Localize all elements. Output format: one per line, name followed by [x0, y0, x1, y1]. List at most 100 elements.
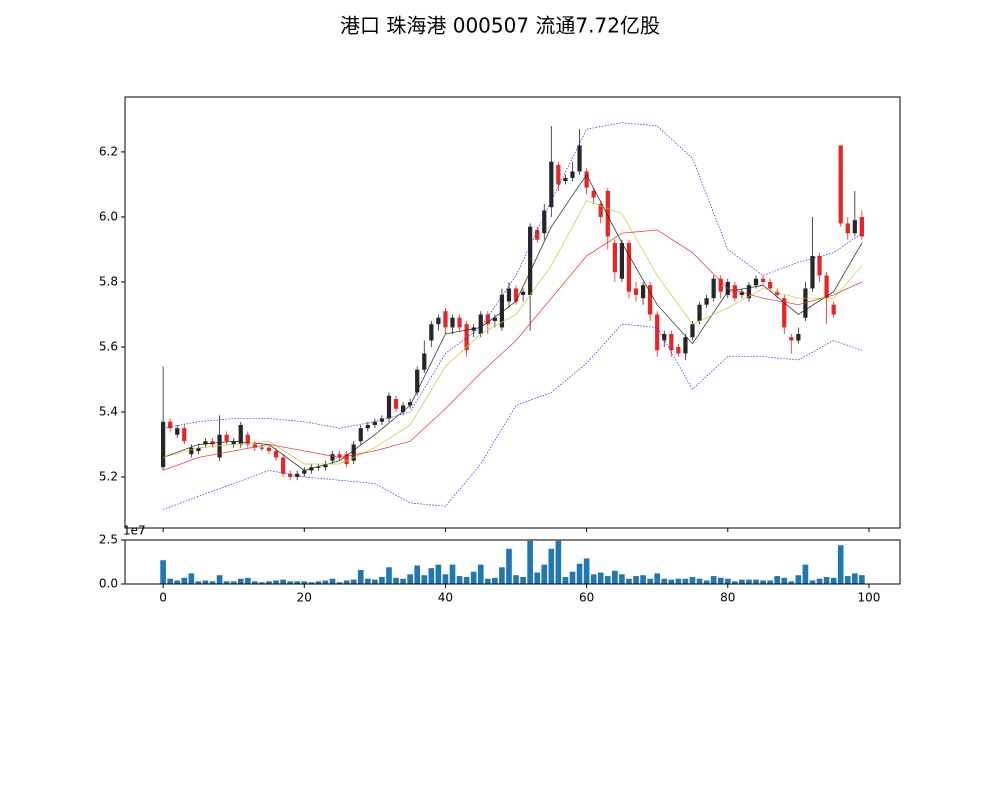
volume-bar	[640, 575, 646, 584]
volume-bar	[506, 548, 512, 584]
volume-bar	[612, 570, 618, 584]
candle-body	[408, 402, 413, 406]
candle-body	[520, 291, 526, 295]
volume-bar	[287, 581, 293, 584]
volume-bar	[619, 574, 625, 584]
candle-body	[513, 288, 519, 302]
candle-body	[330, 454, 335, 461]
y-tick-label: 5.4	[99, 404, 118, 418]
y-tick-label: 5.8	[99, 274, 118, 288]
candle-body	[662, 333, 667, 341]
volume-bar	[315, 581, 322, 584]
volume-bar	[188, 573, 195, 584]
indicator-line	[162, 229, 863, 471]
volume-bar	[837, 545, 844, 584]
volume-bar	[753, 579, 759, 584]
candle-body	[542, 210, 547, 234]
candle-body	[443, 311, 448, 328]
candle-body	[506, 288, 512, 302]
y-tick-label: 5.2	[99, 469, 118, 483]
volume-bar	[555, 540, 562, 584]
candle-body	[231, 441, 236, 445]
candle-body	[739, 291, 745, 295]
volume-bar	[527, 540, 533, 584]
candle-body	[337, 454, 342, 458]
candle-body	[796, 333, 801, 341]
volume-bar	[167, 578, 173, 584]
candle-body	[492, 317, 497, 321]
volume-bar	[739, 579, 745, 584]
volume-bar	[322, 580, 329, 584]
volume-bar	[174, 580, 181, 584]
volume-bar	[435, 564, 442, 584]
volume-bar	[273, 580, 279, 584]
volume-bar	[428, 568, 435, 584]
candle-body	[365, 424, 370, 429]
volume-bar	[463, 576, 470, 584]
volume-bar	[477, 564, 484, 584]
volume-bar	[407, 574, 413, 584]
volume-bar	[583, 558, 590, 584]
candle-body	[400, 405, 406, 412]
volume-bar	[859, 575, 865, 584]
volume-bar	[329, 578, 336, 584]
volume-bar	[379, 576, 385, 584]
volume-bar	[816, 578, 823, 584]
candle-body	[732, 285, 737, 299]
volume-bar	[830, 577, 837, 584]
candle-body	[549, 161, 554, 208]
volume-bar	[209, 581, 216, 584]
candle-body	[273, 450, 279, 458]
volume-bar	[541, 564, 548, 584]
indicator-line	[162, 323, 862, 510]
volume-bar	[237, 578, 244, 584]
candle-body	[386, 395, 392, 419]
volume-bar	[421, 575, 428, 584]
candle-body	[570, 171, 575, 178]
candle-body	[746, 285, 752, 299]
candle-body	[316, 467, 321, 469]
axes-frame	[124, 96, 901, 529]
volume-bar	[661, 578, 668, 584]
volume-bar	[597, 572, 604, 584]
y-tick-label: 6.0	[99, 209, 118, 223]
volume-bar	[343, 580, 350, 584]
volume-bar	[202, 580, 209, 584]
candle-body	[655, 314, 660, 351]
candle-body	[669, 333, 674, 351]
candle-body	[824, 275, 829, 299]
volume-bar	[470, 571, 477, 584]
y-tick-label: 0.0	[99, 577, 118, 591]
x-tick-label: 40	[438, 591, 453, 605]
candle-body	[344, 454, 349, 464]
volume-bar	[710, 576, 717, 584]
volume-bar	[647, 578, 653, 584]
volume-bar	[308, 582, 315, 584]
volume-bar	[400, 578, 406, 584]
candle-body	[810, 255, 815, 289]
candle-body	[683, 337, 688, 354]
candle-body	[676, 346, 681, 354]
volume-bar	[626, 578, 632, 584]
volume-bar	[364, 578, 371, 584]
volume-bar	[703, 580, 710, 584]
volume-bar	[675, 578, 682, 584]
candle-body	[704, 298, 709, 305]
y-tick-label: 2.5	[99, 533, 118, 547]
candle-body	[768, 281, 773, 289]
candle-body	[450, 317, 455, 328]
candle-body	[393, 398, 399, 409]
candle-body	[605, 190, 610, 237]
candle-body	[782, 298, 787, 328]
candle-body	[584, 171, 589, 188]
volume-bar	[802, 564, 809, 584]
volume-bar	[259, 582, 265, 584]
y-tick-label: 5.6	[99, 339, 118, 353]
volume-bar	[456, 576, 463, 584]
candle-body	[485, 314, 490, 325]
volume-bar	[562, 576, 569, 584]
candle-body	[464, 324, 469, 351]
candle-body	[556, 164, 561, 185]
candle-body	[457, 317, 462, 328]
